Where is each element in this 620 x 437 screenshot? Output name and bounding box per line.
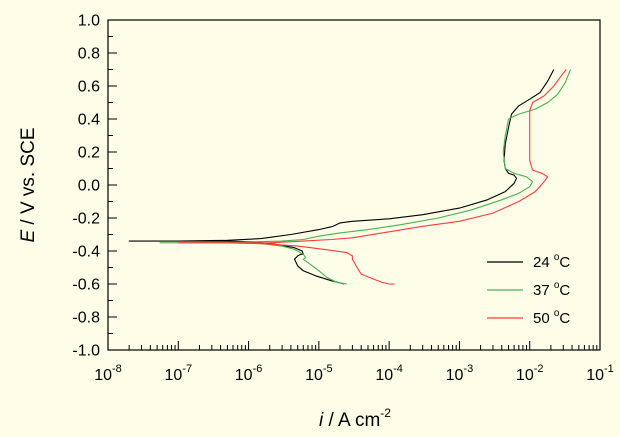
x-tick-label-exponent: -3 [463,363,473,375]
legend-label-unit: C [559,282,570,299]
x-tick-label-base: 10 [235,367,253,384]
plot-frame [107,19,601,351]
x-tick-label-base: 10 [516,367,534,384]
legend-label-unit: C [559,254,570,271]
y-tick-label: 0.6 [78,79,100,96]
y-tick-label: 1.0 [78,13,100,30]
legend-label-value: 24 [533,254,554,271]
x-tick-label-exponent: -2 [534,363,544,375]
legend-label: 50 oC [533,308,570,327]
x-tick-label: 10-2 [516,363,544,384]
data-curves [128,69,572,285]
legend-label-degree: o [554,252,560,263]
x-tick-label-base: 10 [305,367,323,384]
x-tick-label: 10-1 [586,363,614,384]
x-tick-label: 10-6 [235,363,263,384]
axis-ticks [107,19,601,351]
x-tick-label-exponent: -6 [253,363,263,375]
x-tick-label: 10-7 [164,363,192,384]
legend-label-degree: o [554,308,560,319]
x-tick-label-exponent: -4 [393,363,403,375]
y-axis-title: E / V vs. SCE [18,127,39,242]
x-tick-label-base: 10 [164,367,182,384]
y-tick-label: -0.8 [72,310,100,327]
x-tick-label-exponent: -1 [604,363,614,375]
x-tick-label: 10-4 [375,363,403,384]
x-axis-title-exponent: -2 [380,406,391,420]
y-axis-title-symbol: E [18,230,39,243]
series-line-24 [128,69,555,285]
x-axis-title: i / A cm-2 [319,406,391,431]
x-tick-label: 10-5 [305,363,333,384]
y-tick-label: -0.6 [72,277,100,294]
x-axis-title-text: / A cm [323,410,380,431]
legend-label-unit: C [559,310,570,327]
x-tick-label-exponent: -5 [323,363,333,375]
y-tick-label: 0.0 [78,178,100,195]
legend-label-degree: o [554,280,560,291]
x-tick-label-exponent: -8 [112,363,122,375]
y-tick-label: -0.4 [72,244,100,261]
x-tick-label-exponent: -7 [182,363,192,375]
legend-label: 24 oC [533,252,570,271]
y-tick-label: -1.0 [72,343,100,360]
x-tick-label-base: 10 [446,367,464,384]
legend-label: 37 oC [533,280,570,299]
x-tick-label-base: 10 [94,367,112,384]
y-tick-label: 0.2 [78,145,100,162]
x-tick-label: 10-3 [446,363,474,384]
legend-label-value: 50 [533,310,554,327]
y-tick-label: 0.8 [78,46,100,63]
y-axis-title-text: / V vs. SCE [18,127,39,229]
series-line-50 [177,69,567,285]
x-axis-title-symbol: i [319,410,324,431]
legend-label-value: 37 [533,282,554,299]
series-line-37 [159,69,572,285]
x-tick-label: 10-8 [94,363,122,384]
axis-tick-labels: 10-8 10-7 10-6 10-5 10-4 10-3 10-2 10-11.00.80.… [72,13,613,385]
y-tick-label: 0.4 [78,112,100,129]
y-tick-label: -0.2 [72,211,100,228]
x-tick-label-base: 10 [586,367,604,384]
x-tick-label-base: 10 [375,367,393,384]
